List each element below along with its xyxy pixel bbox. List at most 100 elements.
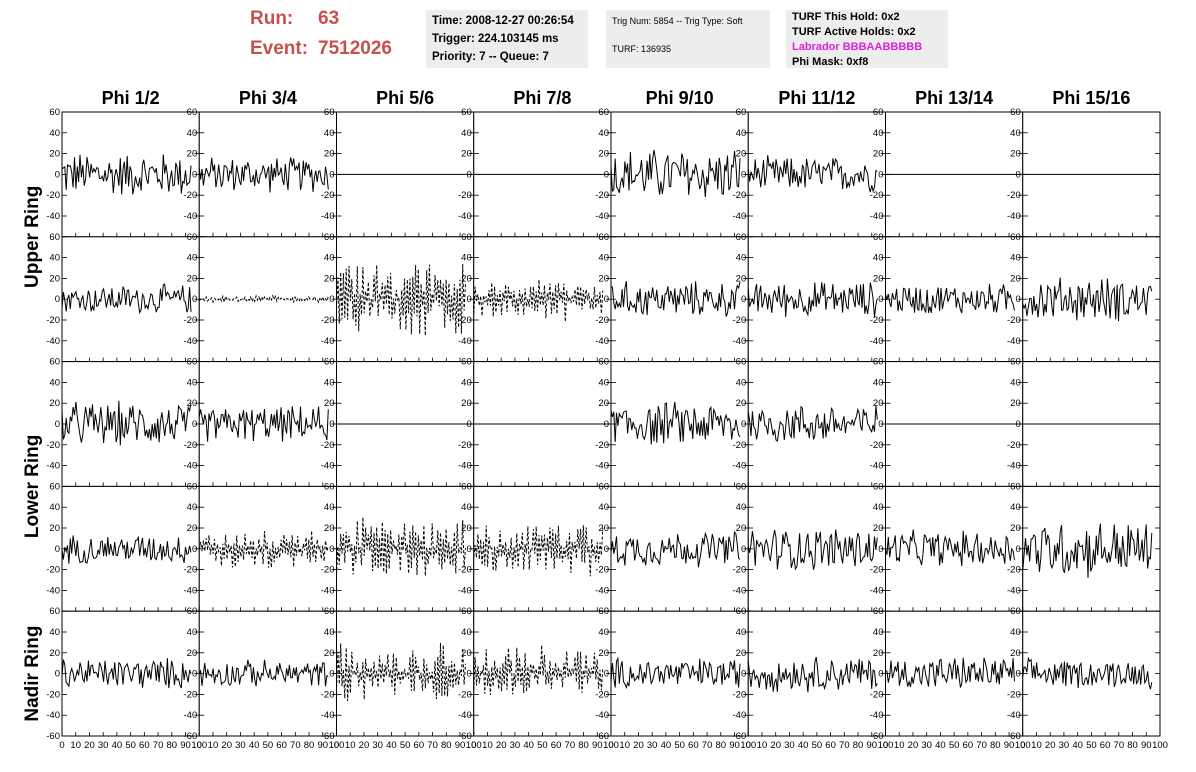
waveform-trace bbox=[747, 656, 878, 693]
y-tick-label: 60 bbox=[736, 232, 747, 243]
waveform-trace bbox=[61, 400, 192, 446]
y-tick-label: 0 bbox=[55, 419, 60, 430]
y-tick-label: -60 bbox=[458, 731, 472, 742]
y-tick-label: -40 bbox=[870, 585, 884, 596]
ring-label: Upper Ring bbox=[22, 186, 43, 288]
x-tick-label: 80 bbox=[304, 740, 315, 751]
waveform-trace bbox=[747, 405, 878, 442]
y-tick-label: 0 bbox=[466, 544, 471, 555]
x-tick-label: 80 bbox=[578, 740, 589, 751]
waveform-panel: -40 -20 0 20 40 60 bbox=[458, 357, 612, 487]
event-value: 7512026 bbox=[318, 38, 392, 59]
waveform-panel: -40 -20 0 20 40 60 bbox=[321, 232, 475, 363]
y-tick-label: -20 bbox=[458, 315, 472, 326]
y-tick-label: -20 bbox=[870, 440, 884, 451]
x-tick-label: 10 bbox=[70, 740, 81, 751]
y-tick-label: 20 bbox=[187, 398, 198, 409]
y-tick-label: 40 bbox=[598, 128, 609, 139]
y-tick-label: -20 bbox=[184, 565, 198, 576]
waveform-trace bbox=[611, 281, 741, 317]
y-tick-label: -20 bbox=[321, 565, 335, 576]
waveform-trace bbox=[336, 642, 466, 702]
x-tick-label: 70 bbox=[290, 740, 301, 751]
x-tick-label: 0 bbox=[197, 740, 202, 751]
waveform-panel: -40 -20 0 20 40 60 bbox=[870, 357, 1024, 487]
y-tick-label: 60 bbox=[461, 606, 472, 617]
y-tick-label: 20 bbox=[49, 273, 60, 284]
y-tick-label: 0 bbox=[604, 544, 609, 555]
ring-label: Lower Ring bbox=[22, 435, 43, 538]
y-tick-label: -40 bbox=[1007, 211, 1021, 222]
waveform-trace bbox=[473, 644, 604, 696]
y-tick-label: 40 bbox=[598, 377, 609, 388]
y-tick-label: 40 bbox=[187, 253, 198, 264]
y-tick-label: 20 bbox=[736, 149, 747, 160]
waveform-panel: -40 -20 0 20 40 60 bbox=[458, 232, 612, 363]
y-tick-label: -20 bbox=[46, 689, 60, 700]
x-tick-label: 70 bbox=[1114, 740, 1125, 751]
x-tick-label: 90 bbox=[317, 740, 328, 751]
turf-this-hold-text: TURF This Hold: 0x2 bbox=[792, 11, 900, 23]
y-tick-label: -20 bbox=[733, 440, 747, 451]
waveform-trace bbox=[885, 657, 1015, 688]
y-tick-label: 40 bbox=[736, 128, 747, 139]
y-tick-label: 60 bbox=[187, 107, 198, 118]
y-tick-label: 40 bbox=[873, 502, 884, 513]
y-tick-label: -20 bbox=[458, 190, 472, 201]
x-tick-label: 30 bbox=[510, 740, 521, 751]
y-tick-label: 0 bbox=[741, 294, 746, 305]
run-value: 63 bbox=[318, 8, 340, 29]
x-tick-label: 0 bbox=[471, 740, 476, 751]
y-tick-label: 20 bbox=[49, 523, 60, 534]
x-tick-label: 30 bbox=[98, 740, 109, 751]
y-tick-label: 0 bbox=[878, 294, 883, 305]
y-tick-label: 0 bbox=[1015, 669, 1020, 680]
waveform-panel: -40 -20 0 20 40 60 bbox=[458, 481, 612, 612]
y-tick-label: 60 bbox=[1010, 481, 1021, 492]
trig-info-box: Trig Num: 5854 -- Trig Type: Soft TURF: … bbox=[606, 10, 770, 68]
x-tick-label: 60 bbox=[276, 740, 287, 751]
waveform-trace bbox=[747, 155, 878, 193]
y-tick-label: 0 bbox=[878, 419, 883, 430]
y-tick-label: 40 bbox=[187, 627, 198, 638]
y-tick-label: -20 bbox=[1007, 190, 1021, 201]
y-tick-label: 20 bbox=[187, 523, 198, 534]
y-tick-label: -60 bbox=[870, 731, 884, 742]
turf-text: TURF: 136935 bbox=[612, 44, 672, 54]
y-tick-label: 20 bbox=[873, 273, 884, 284]
y-tick-label: -20 bbox=[1007, 315, 1021, 326]
y-tick-label: 20 bbox=[873, 149, 884, 160]
y-tick-label: -40 bbox=[321, 710, 335, 721]
y-tick-label: 0 bbox=[55, 294, 60, 305]
column-header: Phi 7/8 bbox=[513, 88, 571, 108]
x-tick-label: 70 bbox=[565, 740, 576, 751]
y-tick-label: -40 bbox=[733, 336, 747, 347]
y-tick-label: -40 bbox=[184, 461, 198, 472]
x-tick-label: 100 bbox=[329, 740, 345, 751]
x-tick-label: 60 bbox=[551, 740, 562, 751]
y-tick-label: 20 bbox=[49, 149, 60, 160]
y-tick-label: -20 bbox=[733, 689, 747, 700]
y-tick-label: 0 bbox=[878, 544, 883, 555]
column-header: Phi 1/2 bbox=[102, 88, 160, 108]
x-tick-label: 80 bbox=[853, 740, 864, 751]
x-tick-label: 40 bbox=[386, 740, 397, 751]
y-tick-label: 0 bbox=[329, 419, 334, 430]
y-tick-label: -20 bbox=[321, 440, 335, 451]
labrador-text: Labrador BBBAABBBBB bbox=[792, 41, 923, 53]
x-tick-label: 70 bbox=[427, 740, 438, 751]
y-tick-label: 60 bbox=[49, 481, 60, 492]
waveform-trace bbox=[747, 529, 878, 571]
y-tick-label: 60 bbox=[324, 107, 335, 118]
y-tick-label: -20 bbox=[46, 565, 60, 576]
y-tick-label: 20 bbox=[598, 648, 609, 659]
y-tick-label: -40 bbox=[595, 710, 609, 721]
x-tick-label: 20 bbox=[359, 740, 370, 751]
x-tick-label: 10 bbox=[619, 740, 630, 751]
y-tick-label: 40 bbox=[1010, 377, 1021, 388]
y-tick-label: 0 bbox=[466, 669, 471, 680]
y-tick-label: 40 bbox=[461, 253, 472, 264]
waveform-panel: -40 -20 0 20 40 60 bbox=[1007, 357, 1161, 487]
